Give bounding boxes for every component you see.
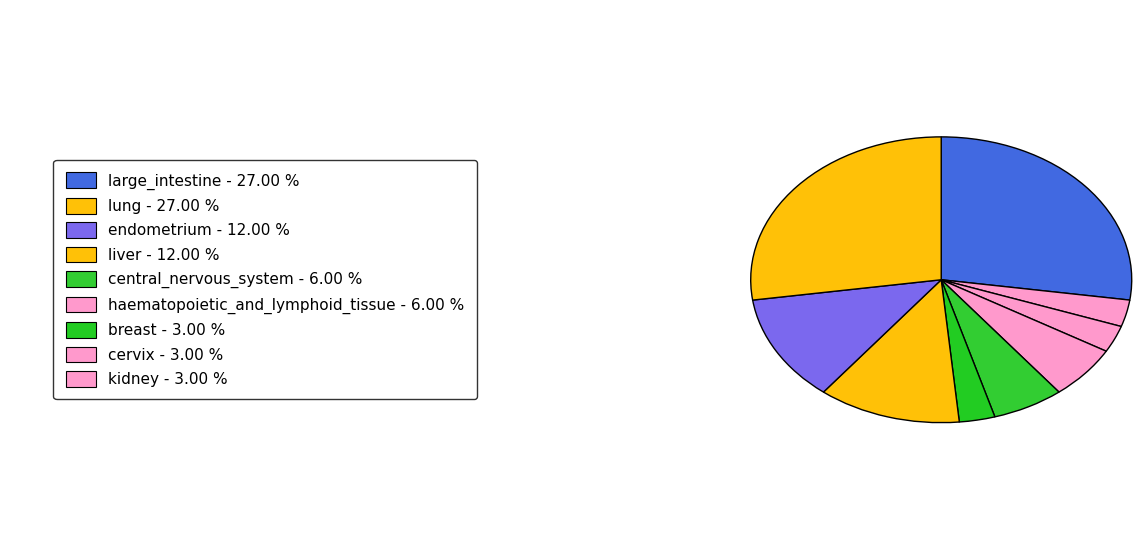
Wedge shape xyxy=(941,280,1106,392)
Wedge shape xyxy=(751,137,941,300)
Wedge shape xyxy=(823,280,959,423)
Wedge shape xyxy=(941,280,1122,351)
Wedge shape xyxy=(941,280,1059,417)
Wedge shape xyxy=(941,280,1129,327)
Wedge shape xyxy=(753,280,941,392)
Wedge shape xyxy=(941,280,995,422)
Legend: large_intestine - 27.00 %, lung - 27.00 %, endometrium - 12.00 %, liver - 12.00 : large_intestine - 27.00 %, lung - 27.00 … xyxy=(53,160,477,399)
Wedge shape xyxy=(941,137,1132,300)
